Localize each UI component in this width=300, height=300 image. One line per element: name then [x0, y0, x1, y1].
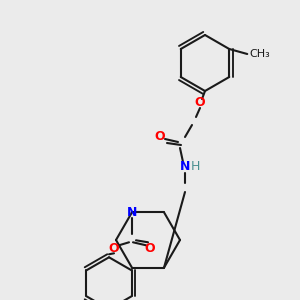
Text: O: O: [109, 242, 119, 255]
Text: O: O: [145, 242, 155, 255]
Text: O: O: [155, 130, 165, 143]
Text: N: N: [127, 206, 137, 219]
Text: H: H: [190, 160, 200, 173]
Text: N: N: [180, 160, 190, 173]
Text: CH₃: CH₃: [249, 49, 270, 59]
Text: O: O: [195, 97, 205, 110]
